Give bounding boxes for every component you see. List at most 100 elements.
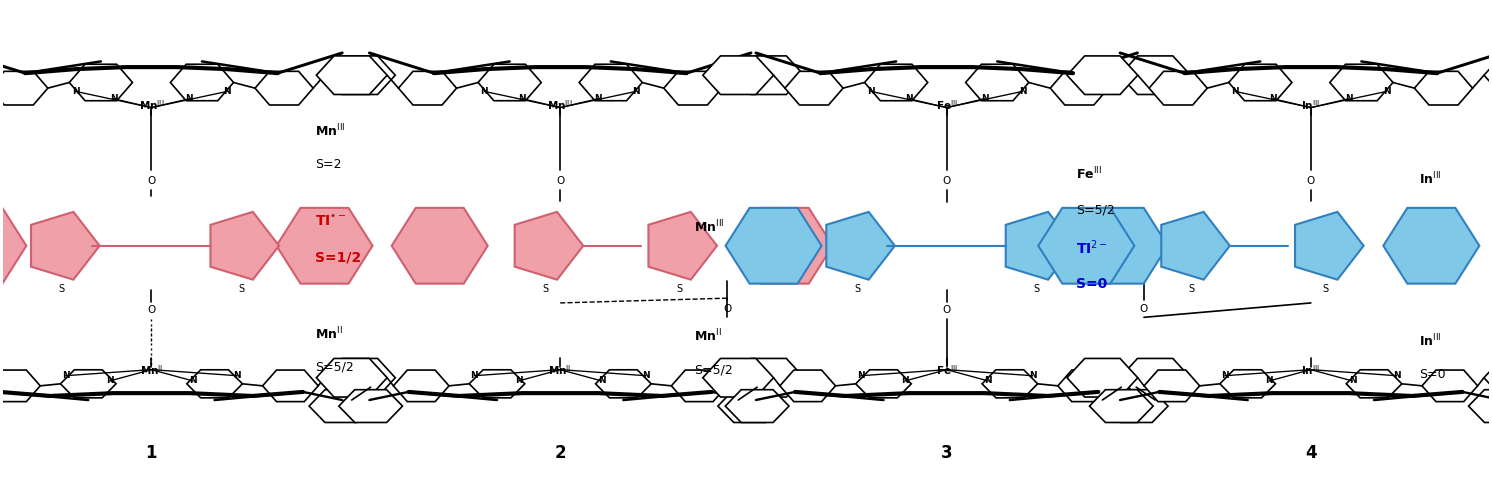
Polygon shape [309,389,373,423]
Text: TI$^{2-}$: TI$^{2-}$ [1076,239,1109,257]
Polygon shape [316,56,386,94]
Polygon shape [1144,370,1200,402]
Text: N: N [1344,94,1353,103]
Text: N: N [980,94,988,103]
Text: N: N [598,376,606,386]
Polygon shape [1346,370,1402,398]
Polygon shape [1414,71,1473,105]
Polygon shape [780,370,836,402]
Polygon shape [477,64,542,101]
Polygon shape [595,370,651,398]
Polygon shape [664,71,722,105]
Text: N: N [906,94,913,103]
Text: N: N [1394,371,1401,380]
Polygon shape [1229,64,1292,101]
Text: In$^{\mathrm{III}}$: In$^{\mathrm{III}}$ [1301,363,1320,376]
Text: O: O [1307,176,1314,187]
Polygon shape [1295,212,1364,280]
Polygon shape [69,64,133,101]
Text: Mn$^{\mathrm{II}}$: Mn$^{\mathrm{II}}$ [140,363,163,376]
Polygon shape [170,64,234,101]
Text: S=0: S=0 [1076,277,1107,291]
Text: N: N [1265,376,1273,386]
Polygon shape [579,64,643,101]
Text: N: N [856,371,864,380]
Text: O: O [724,304,731,314]
Text: O: O [148,176,155,187]
Polygon shape [468,370,525,398]
Text: Fe$^{\mathrm{III}}$: Fe$^{\mathrm{III}}$ [1076,166,1103,183]
Polygon shape [394,370,449,402]
Text: S: S [542,283,549,294]
Polygon shape [339,389,403,423]
Text: O: O [1140,304,1147,314]
Text: S: S [1189,283,1195,294]
Text: N: N [1220,371,1229,380]
Text: O: O [557,176,564,187]
Text: N: N [185,94,192,103]
Polygon shape [325,56,395,94]
Text: S: S [853,283,859,294]
Polygon shape [725,389,789,423]
Text: N: N [642,371,651,380]
Polygon shape [671,370,727,402]
Polygon shape [1161,212,1229,280]
Polygon shape [61,370,116,398]
Polygon shape [0,370,40,402]
Polygon shape [316,359,386,397]
Text: S: S [1034,283,1040,294]
Text: Mn$^{\mathrm{III}}$: Mn$^{\mathrm{III}}$ [139,99,164,112]
Polygon shape [1485,359,1492,397]
Text: N: N [1270,94,1277,103]
Polygon shape [785,71,843,105]
Text: S=5/2: S=5/2 [315,361,354,374]
Polygon shape [1050,71,1109,105]
Text: 3: 3 [941,444,952,462]
Polygon shape [864,64,928,101]
Text: O: O [943,176,950,187]
Polygon shape [725,208,822,283]
Text: N: N [61,371,69,380]
Text: N: N [901,376,909,386]
Text: N: N [985,376,992,386]
Polygon shape [1329,64,1394,101]
Polygon shape [0,71,48,105]
Polygon shape [856,370,912,398]
Polygon shape [827,212,895,280]
Text: S: S [58,283,64,294]
Text: N: N [594,94,601,103]
Text: 4: 4 [1306,444,1316,462]
Text: N: N [1383,87,1391,96]
Polygon shape [1149,71,1207,105]
Polygon shape [1089,389,1153,423]
Text: N: N [1231,87,1238,96]
Text: Mn$^{\mathrm{III}}$: Mn$^{\mathrm{III}}$ [548,99,573,112]
Polygon shape [515,212,583,280]
Text: S=2: S=2 [315,158,342,171]
Polygon shape [718,389,782,423]
Text: 1: 1 [146,444,157,462]
Text: N: N [72,87,79,96]
Polygon shape [31,212,100,280]
Text: S=1/2: S=1/2 [315,251,361,265]
Polygon shape [733,359,804,397]
Text: N: N [633,87,640,96]
Polygon shape [1071,208,1168,283]
Text: S=0: S=0 [1419,368,1446,381]
Polygon shape [649,212,718,280]
Polygon shape [1067,56,1138,94]
Text: N: N [470,371,477,380]
Text: S: S [1322,283,1329,294]
Text: N: N [1349,376,1356,386]
Polygon shape [737,208,833,283]
Polygon shape [1104,389,1168,423]
Polygon shape [1067,359,1138,397]
Text: Fe$^{\mathrm{III}}$: Fe$^{\mathrm{III}}$ [935,363,958,376]
Polygon shape [255,71,313,105]
Polygon shape [733,56,804,94]
Text: N: N [1019,87,1026,96]
Text: Mn$^{\mathrm{II}}$: Mn$^{\mathrm{II}}$ [549,363,571,376]
Polygon shape [398,71,457,105]
Text: Mn$^{\mathrm{III}}$: Mn$^{\mathrm{III}}$ [694,218,724,235]
Polygon shape [276,208,373,283]
